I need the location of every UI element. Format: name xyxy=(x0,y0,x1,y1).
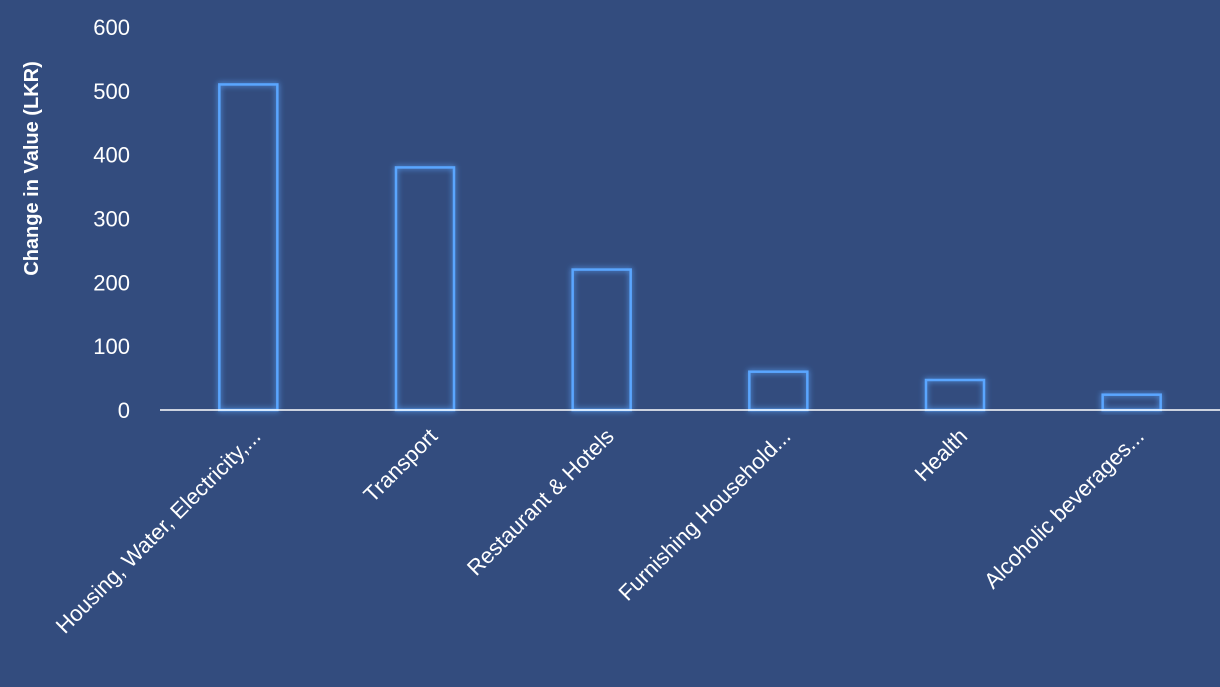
y-axis-ticks: 0 100 200 300 400 500 600 xyxy=(93,15,130,423)
y-tick-label: 500 xyxy=(93,79,130,104)
y-tick-label: 100 xyxy=(93,334,130,359)
y-tick-label: 200 xyxy=(93,270,130,295)
y-axis-title: Change in Value (LKR) xyxy=(21,61,43,275)
y-tick-label: 0 xyxy=(118,398,130,423)
y-tick-label: 400 xyxy=(93,143,130,168)
y-tick-label: 300 xyxy=(93,207,130,232)
y-tick-label: 600 xyxy=(93,15,130,40)
